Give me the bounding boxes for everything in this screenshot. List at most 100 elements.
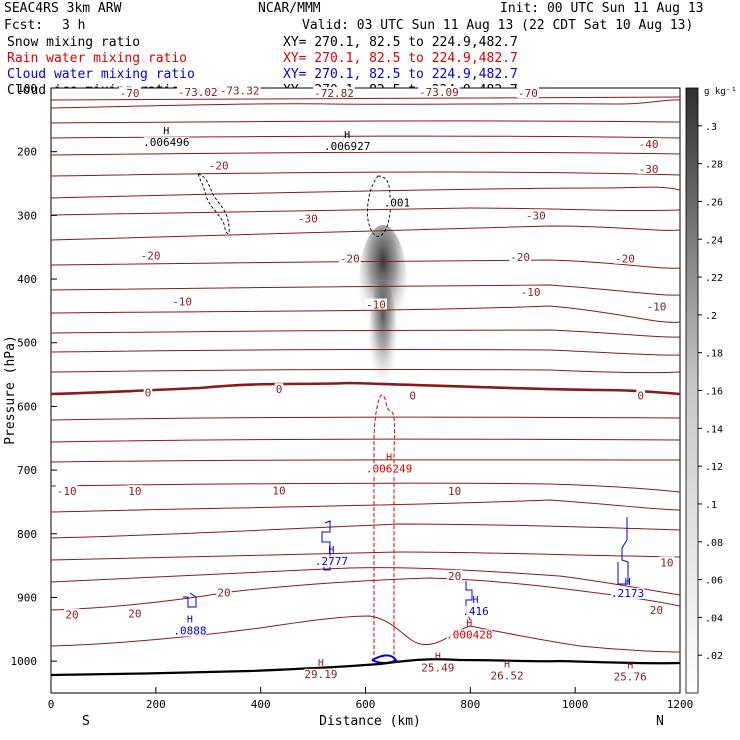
extremum-marker: H [435, 651, 441, 662]
extremum-value-bg [304, 668, 338, 680]
colorbar-tick-label: .04 [705, 613, 723, 624]
legend-label: Rain water mixing ratio [7, 51, 187, 66]
x-tick-label: 400 [251, 698, 271, 711]
colorbar-tick-label: .1 [705, 500, 717, 511]
isotherm-line [50, 284, 681, 296]
legend-xy: XY= 270.1, 82.5 to 224.9,482.7 [283, 51, 518, 66]
x-axis-end-left: S [82, 714, 90, 729]
y-tick-label: 600 [17, 400, 37, 413]
extremum-marker: H [187, 614, 193, 625]
colorbar-unit: g kg⁻¹ [704, 87, 737, 97]
extremum-value-bg [462, 605, 489, 617]
header-model: SEAC4RS 3km ARW [4, 1, 122, 16]
colorbar-tick-label: .22 [705, 273, 723, 284]
isotherm-label-bg [447, 485, 463, 497]
legend-label: Snow mixing ratio [7, 35, 140, 50]
x-tick-label: 1200 [667, 698, 694, 711]
isotherm-label: -73.02 [178, 86, 218, 99]
isotherm-label-bg [524, 209, 547, 221]
isotherm-label: 10 [660, 556, 673, 569]
extremum-value: .0888 [173, 624, 206, 637]
rain-contours [373, 394, 395, 655]
extremum-value: .2777 [315, 555, 348, 568]
isotherm-line [50, 151, 681, 156]
extremum-value: .2173 [611, 587, 644, 600]
isotherm-label-bg [614, 252, 636, 264]
snow-contours [197, 173, 391, 237]
isotherm-line [50, 120, 681, 124]
isotherm-label-bg [637, 138, 660, 150]
isotherm-label: -30 [298, 213, 318, 226]
x-axis-label: Distance (km) [319, 714, 421, 729]
isotherm-line [50, 499, 681, 513]
temperature-contours [50, 96, 681, 653]
extremum-marker: H [328, 545, 334, 556]
isotherm-line [50, 99, 681, 109]
extremum-marker: H [627, 660, 633, 671]
isotherm-label: -30 [639, 163, 659, 176]
isotherm-label-bg [509, 250, 532, 262]
isotherm-line [50, 615, 681, 653]
extremum-value-bg [421, 662, 455, 674]
isotherm-label: 20 [448, 570, 461, 583]
isotherm-line [50, 438, 681, 443]
isotherm-label: 10 [272, 484, 285, 497]
isotherm-line [50, 305, 681, 323]
isotherm-line [50, 96, 681, 101]
header-fcst-value: 3 h [62, 18, 85, 33]
extremum-value-bg [173, 625, 207, 637]
isotherm-label-bg [447, 569, 463, 581]
isotherm-line [50, 369, 681, 374]
y-tick-label: 300 [17, 209, 37, 222]
isotherm-label: -20 [340, 253, 360, 266]
isotherm-label: -10 [366, 299, 386, 312]
extremum-value-bg [324, 140, 370, 152]
isotherm-label-bg [176, 85, 219, 97]
isotherm-label: 0 [409, 390, 416, 403]
isotherm-line [50, 259, 681, 269]
isotherm-label-bg [127, 607, 143, 619]
extremum-value-bg [613, 671, 647, 683]
isotherm-line [50, 523, 681, 539]
isotherm-label-bg [519, 285, 542, 297]
isotherm-label: -70 [120, 87, 140, 100]
isotherm-label: -10 [172, 295, 192, 308]
isotherm-label-bg [418, 85, 460, 97]
y-tick-label: 200 [17, 146, 37, 159]
isotherm-label-bg [648, 604, 665, 616]
header-valid: Valid: 03 UTC Sun 11 Aug 13 (22 CDT Sat … [302, 18, 693, 33]
legend-label: Cloud water mixing ratio [7, 67, 195, 82]
colorbar-ticks: .02 .04 .06 .08 .1 .12 .14 .16 .18 .2 .22 .24 .26 .28… [698, 122, 723, 662]
colorbar-tick-label: .16 [705, 387, 723, 398]
extremum-marker: H [466, 618, 472, 629]
extremum-value-bg [446, 629, 492, 641]
isotherm-line [50, 225, 681, 241]
colorbar-tick-label: .14 [705, 424, 723, 435]
isotherm-label: 10 [128, 485, 141, 498]
isotherm-label: -10 [57, 485, 77, 498]
colorbar-tick-label: .28 [705, 160, 723, 171]
colorbar-tick-label: .12 [705, 462, 723, 473]
isotherm-label: -20 [510, 251, 530, 264]
y-tick-label: 1000 [11, 655, 38, 668]
x-axis-end-right: N [656, 714, 664, 729]
isotherm-line [50, 459, 681, 463]
isotherm-label-bg [118, 87, 141, 99]
isotherm-label: 0 [145, 386, 152, 399]
x-tick-label: 0 [48, 698, 55, 711]
isotherm-label-bg [127, 485, 143, 497]
field-extrema: H.006496H.006927.001H.006249H.2777H.2173… [143, 126, 647, 683]
extremum-value: 26.52 [490, 670, 523, 683]
isotherm-label-bg [365, 298, 387, 310]
isotherm-line [50, 567, 681, 596]
colorbar [685, 87, 699, 694]
isotherm-line [50, 482, 681, 493]
terrain-surface [50, 658, 681, 677]
isotherm-label-bg [139, 249, 162, 261]
isotherm-line [50, 416, 681, 421]
colorbar-tick-label: .18 [705, 349, 723, 360]
isotherm-label-bg [517, 87, 539, 99]
colorbar-tick-label: .3 [705, 122, 717, 133]
isotherm-line [50, 551, 681, 561]
isotherm-line [50, 349, 681, 356]
